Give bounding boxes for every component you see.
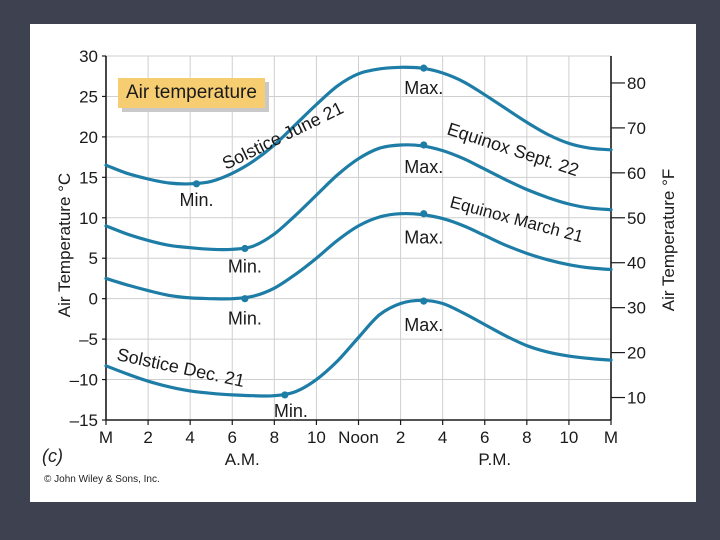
series-0-min-point xyxy=(192,180,201,188)
x-tick-label: M xyxy=(604,428,618,447)
x-period-label: A.M. xyxy=(225,450,260,469)
x-tick-label: 2 xyxy=(143,428,152,447)
series-0-max-point xyxy=(420,64,428,72)
x-tick-label: 4 xyxy=(438,428,447,447)
x-tick-label: 6 xyxy=(480,428,489,447)
x-tick-label: Noon xyxy=(338,428,379,447)
x-tick-label: 8 xyxy=(522,428,531,447)
y-left-tick-label: 30 xyxy=(79,47,98,66)
series-1-max-point xyxy=(420,141,428,149)
x-tick-label: M xyxy=(99,428,113,447)
x-tick-label: 4 xyxy=(185,428,194,447)
series-0-max-label: Max. xyxy=(404,78,443,98)
series-2-max-label: Max. xyxy=(404,228,443,248)
series-2-min-label: Min. xyxy=(228,309,262,329)
series-1-min-label: Min. xyxy=(228,257,262,277)
series-label-june: Solstice June 21 xyxy=(219,98,346,174)
series-3-max-label: Max. xyxy=(404,315,443,335)
curves xyxy=(104,65,613,398)
y-axis-right-title: Air Temperature °F xyxy=(659,169,678,312)
series-3-max-point xyxy=(420,297,428,305)
y-left-tick-label: 10 xyxy=(79,209,98,228)
copyright-credit: © John Wiley & Sons, Inc. xyxy=(44,474,160,485)
series-line-0 xyxy=(104,65,613,186)
series-label-sept: Equinox Sept. 22 xyxy=(445,119,582,180)
y-right-tick-label: 20 xyxy=(627,344,646,363)
y-left-tick-label: 25 xyxy=(79,87,98,106)
extrema-markers: Min. Max. Min. Max. Min. Max. Min. Max. xyxy=(179,64,443,421)
x-tick-label: 10 xyxy=(307,428,326,447)
y-left-tick-label: 15 xyxy=(79,168,98,187)
x-tick-label: 6 xyxy=(228,428,237,447)
chart-title-badge: Air temperature xyxy=(118,78,265,108)
panel-label: (c) xyxy=(42,446,63,466)
y-left-tick-label: 20 xyxy=(79,128,98,147)
y-right-tick-label: 10 xyxy=(627,389,646,408)
y-right-tick-label: 80 xyxy=(627,74,646,93)
y-left-tick-label: 5 xyxy=(89,249,98,268)
series-1-min-point xyxy=(241,244,249,253)
y-left-tick-label: –5 xyxy=(79,330,98,349)
series-line-2 xyxy=(104,211,613,301)
x-tick-label: 2 xyxy=(396,428,405,447)
series-1-max-label: Max. xyxy=(404,157,443,177)
y-axis-left-title: Air Temperature °C xyxy=(55,173,74,317)
y-left-tick-label: 0 xyxy=(89,290,98,309)
series-line-1 xyxy=(104,143,613,252)
series-3-min-label: Min. xyxy=(274,401,308,421)
series-label-dec: Solstice Dec. 21 xyxy=(115,344,246,391)
y-right-tick-label: 30 xyxy=(627,299,646,318)
x-tick-label: 10 xyxy=(559,428,578,447)
series-line-3 xyxy=(104,298,613,398)
axes xyxy=(102,55,625,425)
y-right-tick-label: 40 xyxy=(627,254,646,273)
series-label-march: Equinox March 21 xyxy=(448,193,585,247)
series-2-max-point xyxy=(420,210,428,218)
x-tick-label: 8 xyxy=(270,428,279,447)
y-right-tick-label: 50 xyxy=(627,209,646,228)
series-0-min-label: Min. xyxy=(179,190,213,210)
series-3-min-point xyxy=(281,391,289,399)
y-left-tick-label: –10 xyxy=(70,371,98,390)
y-right-tick-label: 70 xyxy=(627,119,646,138)
grid-lines xyxy=(105,55,612,421)
y-left-tick-label: –15 xyxy=(70,411,98,430)
y-right-tick-label: 60 xyxy=(627,164,646,183)
series-2-min-point xyxy=(241,295,249,303)
x-period-label: P.M. xyxy=(478,450,511,469)
